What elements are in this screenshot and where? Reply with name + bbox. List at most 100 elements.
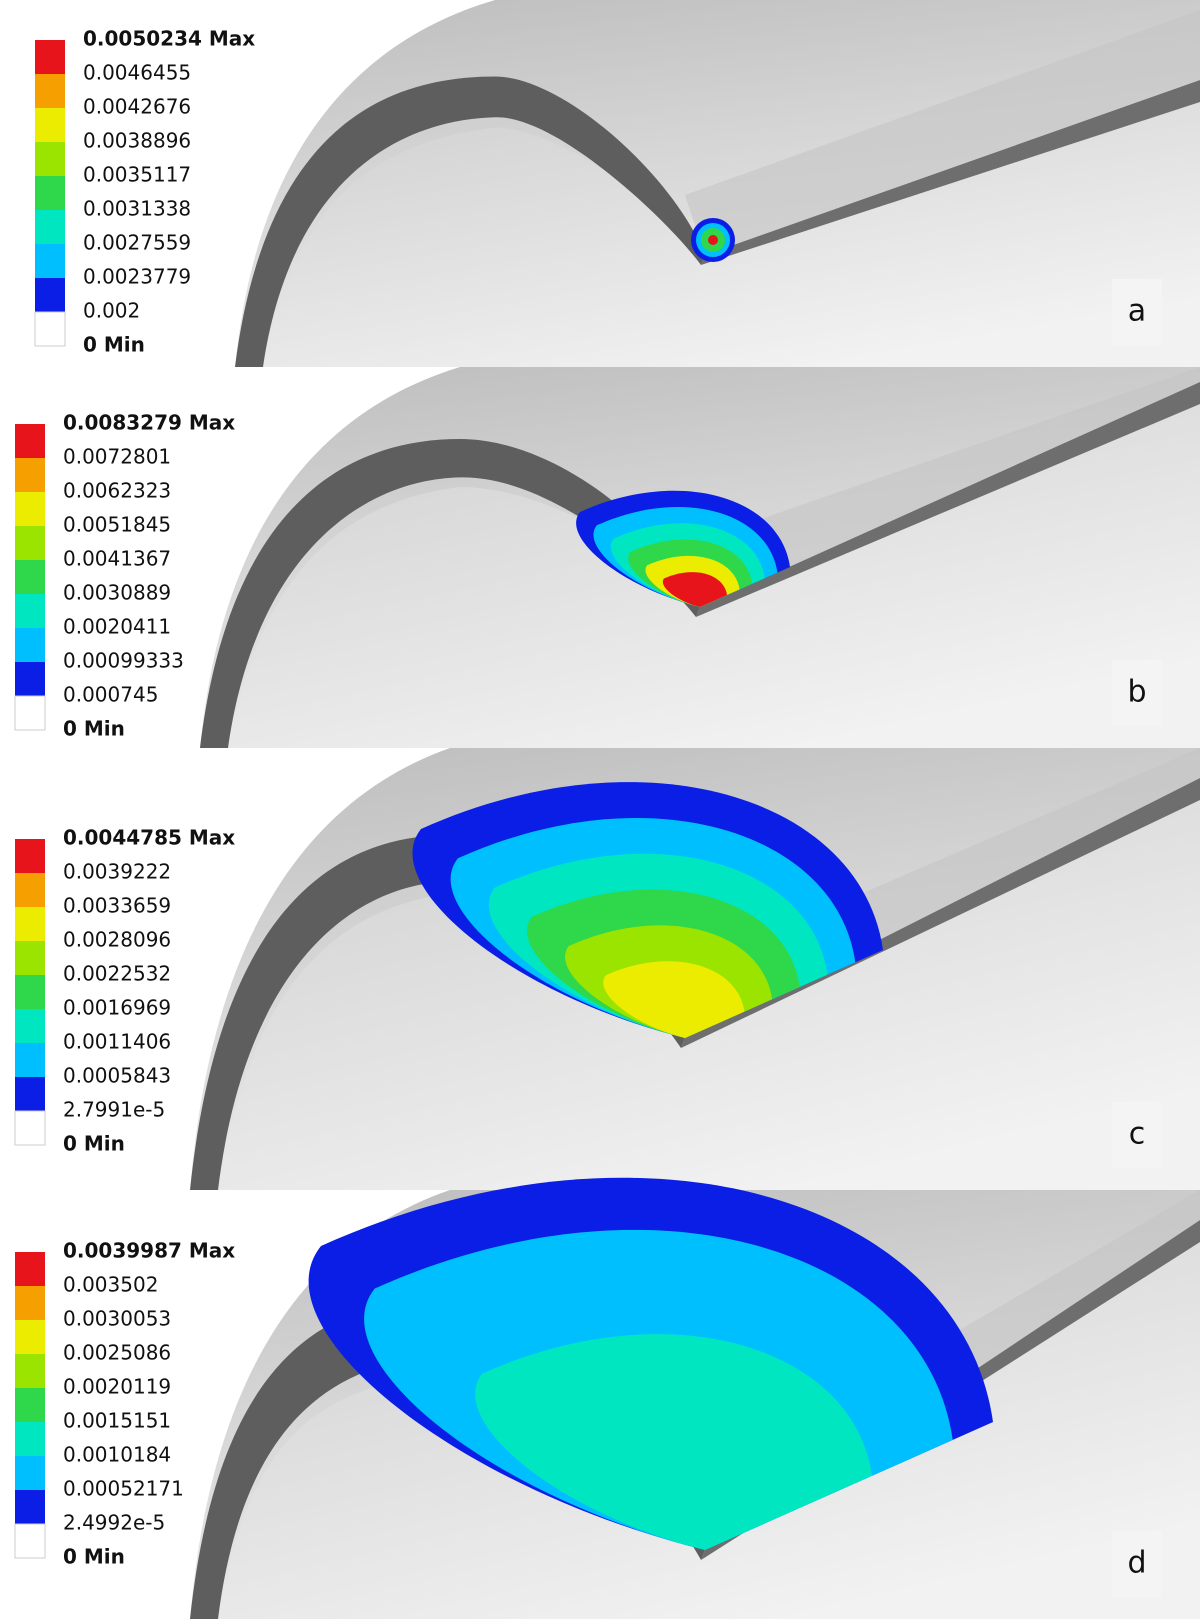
contour <box>603 961 745 1038</box>
legend-swatch <box>14 1523 46 1559</box>
legend-label: 0.0016969 <box>63 996 171 1020</box>
slab-edge <box>701 80 1200 265</box>
contour <box>475 1334 873 1550</box>
legend-label: 0 Min <box>63 1132 125 1156</box>
panel-label: a <box>1128 294 1146 329</box>
legend-swatch <box>35 278 65 312</box>
legend-swatch <box>15 1252 45 1286</box>
cut-face <box>235 76 705 367</box>
legend-label: 0.0083279 Max <box>63 411 235 435</box>
legend-swatch <box>35 40 65 74</box>
legend-label: 0.0042676 <box>83 95 191 119</box>
legend-swatch <box>15 1077 45 1111</box>
legend-label: 0.0025086 <box>63 1341 171 1365</box>
legend-swatch <box>34 311 66 347</box>
legend-swatch <box>35 108 65 142</box>
panel-label: c <box>1129 1117 1146 1152</box>
legend-label: 0.0031338 <box>83 197 191 221</box>
legend-label: 0.0030889 <box>63 581 171 605</box>
legend-swatch <box>15 1456 45 1490</box>
legend-label: 0.0035117 <box>83 163 191 187</box>
contour <box>708 235 718 245</box>
inner-surface <box>230 402 1200 748</box>
legend-label: 0.0050234 Max <box>83 27 255 51</box>
legend-swatch <box>15 1009 45 1043</box>
panel: 0.0083279 Max 0.0072801 0.0062323 0.0051845… <box>0 367 1200 748</box>
panel: 0.0039987 Max 0.003502 0.0030053 0.0025086 0… <box>0 1177 1200 1619</box>
legend-swatch <box>15 526 45 560</box>
legend-swatch <box>14 695 46 731</box>
legend-label: 0.0028096 <box>63 928 171 952</box>
legend-swatch <box>15 628 45 662</box>
label-box <box>1112 1531 1162 1597</box>
legend-swatch <box>15 1286 45 1320</box>
legend-swatch <box>15 873 45 907</box>
inner-surface <box>220 1240 1200 1619</box>
legend-swatch <box>15 839 45 873</box>
legend-label: 0.0030053 <box>63 1307 171 1331</box>
legend-label: 0.0051845 <box>63 513 171 537</box>
legend-label: 0 Min <box>83 333 145 357</box>
legend-label: 0.000745 <box>63 683 158 707</box>
legend-label: 0.00099333 <box>63 649 184 673</box>
legend-label: 0.0039987 Max <box>63 1239 235 1263</box>
legend-label: 0.00052171 <box>63 1477 184 1501</box>
label-box <box>1112 279 1162 345</box>
panel: 0.0050234 Max 0.0046455 0.0042676 0.0038896… <box>0 0 1200 367</box>
legend-label: 0.0039222 <box>63 860 171 884</box>
legend-swatch <box>15 975 45 1009</box>
legend-swatch <box>35 176 65 210</box>
legend-label: 0.0041367 <box>63 547 171 571</box>
legend-swatch <box>15 1388 45 1422</box>
legend-swatch <box>15 1043 45 1077</box>
legend-swatch <box>35 142 65 176</box>
slab-top <box>680 367 1200 607</box>
contour <box>662 572 727 607</box>
legend-swatch <box>15 594 45 628</box>
legend-swatch <box>15 907 45 941</box>
label-box <box>1112 1102 1162 1168</box>
legend-label: 0.0072801 <box>63 445 171 469</box>
legend-label: 0.0044785 Max <box>63 826 235 850</box>
legend-label: 0.0020411 <box>63 615 171 639</box>
legend-label: 0.0038896 <box>83 129 191 153</box>
legend-label: 0.0027559 <box>83 231 191 255</box>
legend-label: 0.0015151 <box>63 1409 171 1433</box>
legend-label: 0 Min <box>63 1545 125 1569</box>
legend-swatch <box>35 244 65 278</box>
legend-swatch <box>15 941 45 975</box>
inner-surface <box>265 100 1200 367</box>
legend-label: 0.002 <box>83 299 140 323</box>
legend-swatch <box>15 424 45 458</box>
legend-swatch <box>15 492 45 526</box>
legend-label: 0.0020119 <box>63 1375 171 1399</box>
legend-label: 0.003502 <box>63 1273 158 1297</box>
legend-swatch <box>15 1354 45 1388</box>
legend-swatch <box>14 1110 46 1146</box>
legend-label: 0 Min <box>63 717 125 741</box>
legend-label: 2.7991e-5 <box>63 1098 165 1122</box>
legend-label: 0.0022532 <box>63 962 171 986</box>
legend-label: 0.0062323 <box>63 479 171 503</box>
legend-swatch <box>15 458 45 492</box>
panel: 0.0044785 Max 0.0039222 0.0033659 0.0028096… <box>0 748 1200 1190</box>
legend-label: 0.0010184 <box>63 1443 171 1467</box>
panel-label: b <box>1127 675 1146 710</box>
legend-swatch <box>15 1320 45 1354</box>
label-box <box>1112 660 1162 726</box>
legend-swatch <box>15 1422 45 1456</box>
legend-swatch <box>15 1490 45 1524</box>
legend-label: 0.0005843 <box>63 1064 171 1088</box>
slab-edge <box>696 382 1200 617</box>
legend-label: 0.0011406 <box>63 1030 171 1054</box>
legend-swatch <box>35 210 65 244</box>
slab-top <box>685 10 1200 255</box>
legend-swatch <box>35 74 65 108</box>
legend-label: 2.4992e-5 <box>63 1511 165 1535</box>
panel-label: d <box>1127 1546 1146 1581</box>
legend-label: 0.0023779 <box>83 265 191 289</box>
legend-label: 0.0033659 <box>63 894 171 918</box>
legend-swatch <box>15 662 45 696</box>
legend-swatch <box>15 560 45 594</box>
